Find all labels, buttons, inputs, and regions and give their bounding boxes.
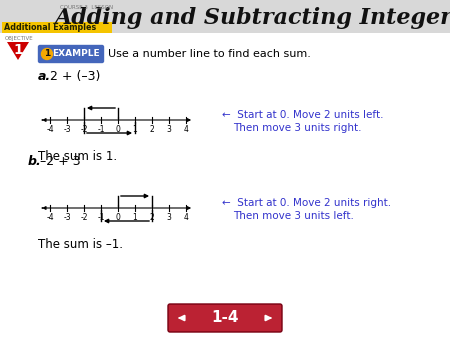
Text: 1: 1	[44, 49, 50, 58]
Text: a.: a.	[38, 70, 51, 83]
Text: 3: 3	[166, 213, 171, 222]
Text: 4: 4	[184, 125, 189, 134]
Text: Then move 3 units left.: Then move 3 units left.	[233, 211, 354, 221]
Text: 1: 1	[133, 125, 137, 134]
FancyBboxPatch shape	[0, 0, 450, 33]
Text: -4: -4	[46, 213, 54, 222]
FancyBboxPatch shape	[168, 304, 282, 332]
Text: 3: 3	[166, 125, 171, 134]
Text: Adding and Subtracting Integers: Adding and Subtracting Integers	[55, 7, 450, 29]
Text: -1: -1	[97, 213, 105, 222]
Text: The sum is 1.: The sum is 1.	[38, 150, 117, 163]
Text: -2: -2	[80, 125, 88, 134]
Text: OBJECTIVE: OBJECTIVE	[5, 36, 34, 41]
FancyBboxPatch shape	[2, 22, 112, 33]
Text: –2 + 3: –2 + 3	[40, 155, 81, 168]
Text: 1: 1	[133, 213, 137, 222]
Text: 0: 0	[116, 125, 121, 134]
Text: 4: 4	[184, 213, 189, 222]
Text: EXAMPLE: EXAMPLE	[52, 49, 100, 58]
Text: 2 + (–3): 2 + (–3)	[50, 70, 100, 83]
Text: ←  Start at 0. Move 2 units right.: ← Start at 0. Move 2 units right.	[222, 198, 391, 208]
Text: 1-4: 1-4	[211, 311, 239, 325]
Text: 0: 0	[116, 213, 121, 222]
Text: Use a number line to find each sum.: Use a number line to find each sum.	[108, 49, 311, 59]
Text: b.: b.	[28, 155, 42, 168]
Text: -3: -3	[63, 213, 71, 222]
Text: -1: -1	[97, 125, 105, 134]
FancyBboxPatch shape	[39, 46, 104, 63]
Text: 1: 1	[13, 43, 23, 57]
Text: -3: -3	[63, 125, 71, 134]
Text: 2: 2	[149, 125, 154, 134]
Text: The sum is –1.: The sum is –1.	[38, 238, 123, 251]
Text: COURSE 3  LESSON: COURSE 3 LESSON	[60, 5, 113, 10]
Text: Additional Examples: Additional Examples	[4, 23, 96, 32]
Text: ←  Start at 0. Move 2 units left.: ← Start at 0. Move 2 units left.	[222, 110, 383, 120]
Text: -4: -4	[46, 125, 54, 134]
Text: Then move 3 units right.: Then move 3 units right.	[233, 123, 361, 133]
Polygon shape	[7, 42, 29, 60]
Text: -2: -2	[80, 213, 88, 222]
Circle shape	[41, 48, 53, 59]
Text: 2: 2	[149, 213, 154, 222]
